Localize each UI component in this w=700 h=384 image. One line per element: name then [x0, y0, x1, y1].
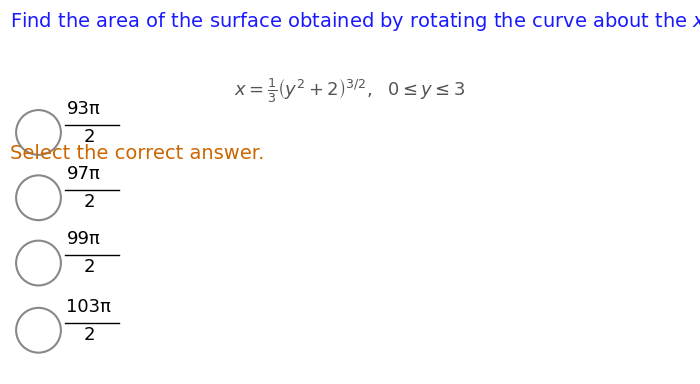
Text: 97π: 97π [66, 165, 100, 183]
Text: Select the correct answer.: Select the correct answer. [10, 144, 265, 163]
Text: 2: 2 [84, 258, 95, 276]
Text: $x = \frac{1}{3}\left(y^2 + 2\right)^{3/2},\ \ 0 \leq y \leq 3$: $x = \frac{1}{3}\left(y^2 + 2\right)^{3/… [234, 77, 466, 105]
Text: 93π: 93π [66, 100, 100, 118]
Text: 2: 2 [84, 128, 95, 146]
Text: 103π: 103π [66, 298, 111, 316]
Text: 99π: 99π [66, 230, 100, 248]
Text: Find the area of the surface obtained by rotating the curve about the $x$-axis.: Find the area of the surface obtained by… [10, 10, 700, 33]
Text: 2: 2 [84, 326, 95, 344]
Text: 2: 2 [84, 193, 95, 211]
